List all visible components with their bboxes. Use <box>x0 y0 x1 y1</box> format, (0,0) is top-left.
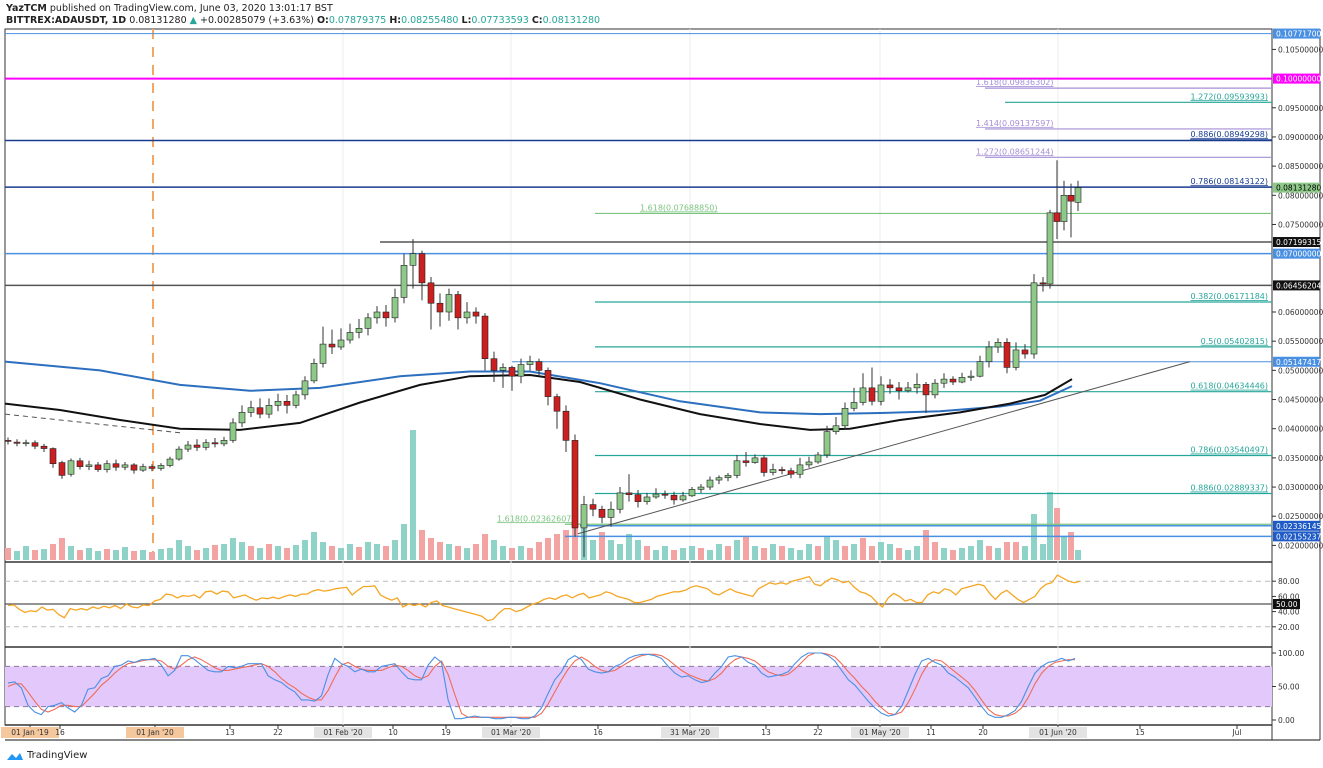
time-axis[interactable]: 01 Jan '19 16 01 Jan '20 13 22 01 Feb '20 10 19… <box>1 725 1242 738</box>
fibonacci-levels[interactable]: 1.618(0.09836302) 1.272(0.09593993) 1.414(… <box>497 78 1272 525</box>
svg-text:22: 22 <box>813 728 823 737</box>
tradingview-logo[interactable]: TradingView <box>6 750 87 761</box>
svg-text:0.08000000: 0.08000000 <box>1278 191 1323 200</box>
candlesticks <box>4 160 1082 558</box>
rsi-panel: 80.00 60.00 40.00 20.00 50.00 <box>5 574 1300 632</box>
svg-text:0.04000000: 0.04000000 <box>1278 425 1323 434</box>
svg-text:1.272(0.08651244): 1.272(0.08651244) <box>976 147 1054 156</box>
svg-text:0.02155237: 0.02155237 <box>1276 532 1322 541</box>
svg-text:0.06000000: 0.06000000 <box>1278 308 1323 317</box>
svg-text:50.00: 50.00 <box>1276 600 1298 609</box>
svg-text:31 Mar '20: 31 Mar '20 <box>670 728 710 737</box>
svg-text:0.02500000: 0.02500000 <box>1278 512 1323 521</box>
grid-lines <box>152 29 1059 725</box>
svg-text:1.618(0.09836302): 1.618(0.09836302) <box>976 78 1054 87</box>
stoch-rsi-panel: 100.00 50.00 0.00 <box>5 649 1304 725</box>
svg-text:0.618(0.04634446): 0.618(0.04634446) <box>1191 382 1269 391</box>
svg-text:0.05500000: 0.05500000 <box>1278 337 1323 346</box>
trendlines[interactable] <box>4 361 1191 535</box>
high-label: H: <box>389 15 402 26</box>
svg-text:60.00: 60.00 <box>1278 592 1300 601</box>
svg-text:1.618(0.07688850): 1.618(0.07688850) <box>640 203 718 212</box>
svg-text:11: 11 <box>926 728 936 737</box>
open-label: O: <box>316 15 329 26</box>
svg-text:01 Feb '20: 01 Feb '20 <box>323 728 362 737</box>
price-axis[interactable]: 0.10500000 0.09500000 0.09000000 0.08500000… <box>1272 28 1323 551</box>
symbol-info: BITTREX:ADAUSDT, 1D 0.08131280 ▲ +0.0028… <box>6 15 600 26</box>
price-change: +0.00285079 (+3.63%) <box>200 15 314 26</box>
svg-text:22: 22 <box>273 728 283 737</box>
svg-text:20.00: 20.00 <box>1278 623 1300 632</box>
low-value: 0.07733593 <box>471 15 529 26</box>
svg-text:01 Mar '20: 01 Mar '20 <box>491 728 531 737</box>
moving-averages <box>4 360 1073 431</box>
symbol-label: BITTREX:ADAUSDT, 1D <box>6 15 127 26</box>
svg-text:01 May '20: 01 May '20 <box>859 728 901 737</box>
svg-text:0.886(0.02889337): 0.886(0.02889337) <box>1191 484 1269 493</box>
publish-info: YazTCM published on TradingView.com, Jun… <box>6 3 333 14</box>
svg-text:0.08131280: 0.08131280 <box>1276 184 1322 193</box>
svg-text:Jul: Jul <box>1231 728 1241 737</box>
svg-text:0.05000000: 0.05000000 <box>1278 366 1323 375</box>
svg-text:0.03000000: 0.03000000 <box>1278 483 1323 492</box>
svg-text:1.414(0.09137597): 1.414(0.09137597) <box>976 119 1054 128</box>
svg-text:0.03500000: 0.03500000 <box>1278 454 1323 463</box>
svg-text:16: 16 <box>55 728 65 737</box>
svg-text:0.05147417: 0.05147417 <box>1276 358 1322 367</box>
svg-text:0.09000000: 0.09000000 <box>1278 133 1323 142</box>
svg-text:16: 16 <box>593 728 603 737</box>
close-label: C: <box>531 15 543 26</box>
last-price: 0.08131280 <box>129 15 187 26</box>
svg-text:19: 19 <box>441 728 451 737</box>
high-value: 0.08255480 <box>401 15 459 26</box>
svg-text:20: 20 <box>978 728 988 737</box>
volume-bars <box>5 430 1081 560</box>
tradingview-cloud-icon <box>7 752 23 760</box>
svg-text:13: 13 <box>225 728 235 737</box>
svg-text:0.10000000: 0.10000000 <box>1276 75 1322 84</box>
svg-text:0.04500000: 0.04500000 <box>1278 396 1323 405</box>
svg-text:0.5(0.05402815): 0.5(0.05402815) <box>1201 337 1268 346</box>
up-arrow-icon: ▲ <box>189 15 197 26</box>
svg-text:100.00: 100.00 <box>1278 649 1304 658</box>
svg-text:0.00: 0.00 <box>1278 716 1295 725</box>
svg-text:0.886(0.08949298): 0.886(0.08949298) <box>1191 130 1269 139</box>
publisher-name: YazTCM <box>6 3 47 14</box>
low-label: L: <box>461 15 472 26</box>
horizontal-levels[interactable] <box>5 33 1272 538</box>
svg-text:0.10771700: 0.10771700 <box>1276 30 1322 39</box>
svg-text:0.08500000: 0.08500000 <box>1278 162 1323 171</box>
svg-text:13: 13 <box>761 728 771 737</box>
svg-text:10: 10 <box>388 728 398 737</box>
svg-text:0.02336145: 0.02336145 <box>1276 522 1322 531</box>
svg-text:01 Jun '20: 01 Jun '20 <box>1039 728 1077 737</box>
published-text: published on TradingView.com, June 03, 2… <box>49 3 333 14</box>
svg-text:1.618(0.02362607): 1.618(0.02362607) <box>497 514 575 523</box>
svg-text:0.07500000: 0.07500000 <box>1278 220 1323 229</box>
svg-text:0.06456204: 0.06456204 <box>1276 281 1322 290</box>
svg-text:0.382(0.06171184): 0.382(0.06171184) <box>1191 292 1269 301</box>
svg-text:40.00: 40.00 <box>1278 608 1300 617</box>
svg-text:0.09500000: 0.09500000 <box>1278 104 1323 113</box>
svg-text:0.10500000: 0.10500000 <box>1278 45 1323 54</box>
svg-text:50.00: 50.00 <box>1278 683 1300 692</box>
svg-text:80.00: 80.00 <box>1278 577 1300 586</box>
svg-text:0.786(0.03540497): 0.786(0.03540497) <box>1191 446 1269 455</box>
svg-text:0.07000000: 0.07000000 <box>1276 250 1322 259</box>
chart-frame <box>4 28 1321 741</box>
close-value: 0.08131280 <box>542 15 601 26</box>
svg-text:01 Jan '19: 01 Jan '19 <box>11 728 49 737</box>
open-value: 0.07879375 <box>328 15 387 26</box>
svg-text:1.272(0.09593993): 1.272(0.09593993) <box>1191 92 1269 101</box>
svg-text:01 Jan '20: 01 Jan '20 <box>136 728 174 737</box>
svg-text:0.07199315: 0.07199315 <box>1276 238 1322 247</box>
svg-text:0.786(0.08143122): 0.786(0.08143122) <box>1191 177 1269 186</box>
svg-text:0.02000000: 0.02000000 <box>1278 541 1323 550</box>
tradingview-brand: TradingView <box>27 750 88 761</box>
svg-text:15: 15 <box>1135 728 1145 737</box>
